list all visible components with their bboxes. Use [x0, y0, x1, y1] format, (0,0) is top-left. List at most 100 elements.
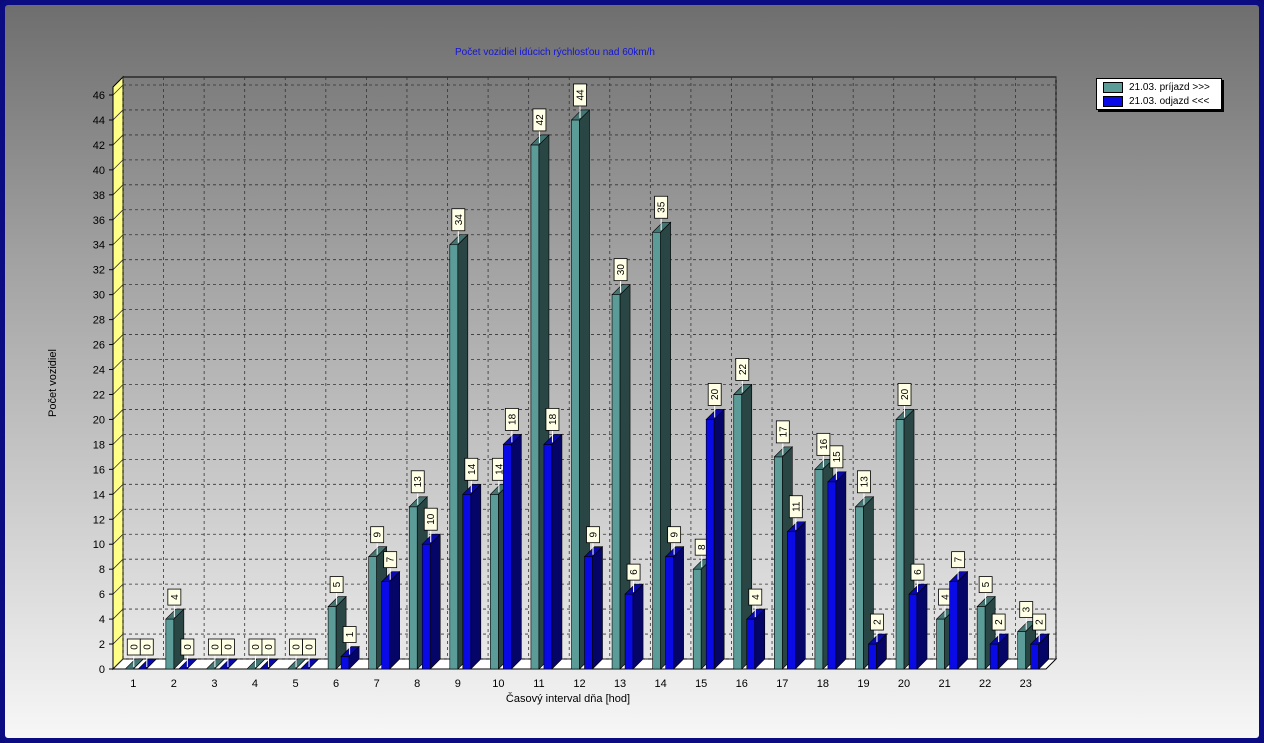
data-label: 0	[264, 644, 275, 650]
bar-front	[611, 294, 621, 670]
bar-front	[949, 581, 958, 670]
bar-front	[665, 556, 674, 670]
legend-entry-arrivals: 21.03. príjazd >>>	[1103, 81, 1210, 93]
bar-side	[957, 570, 968, 670]
data-label-box	[302, 638, 316, 656]
x-tick-label: 23	[1020, 678, 1032, 690]
data-label: 6	[629, 569, 640, 575]
data-label: 17	[778, 426, 789, 438]
bar-front	[652, 231, 661, 670]
x-tick-label: 15	[695, 678, 707, 690]
data-label-box	[748, 588, 763, 606]
grid-line-y-side	[112, 309, 124, 320]
y-tick-label: 42	[93, 140, 105, 152]
x-tick-label: 21	[938, 678, 950, 690]
bar-departures	[827, 471, 847, 670]
bar-front	[976, 606, 986, 670]
grid-line-y-side	[112, 84, 124, 96]
data-label: 20	[710, 388, 721, 400]
bar-departures	[624, 583, 644, 670]
data-label-box	[978, 576, 993, 594]
data-label-box	[951, 551, 965, 569]
data-label: 15	[832, 451, 843, 463]
data-label: 7	[386, 556, 397, 562]
bar-front	[733, 394, 743, 670]
bar-departures	[502, 433, 523, 670]
data-label: 11	[791, 501, 802, 512]
bar-departures	[705, 408, 725, 670]
bar-front	[421, 543, 431, 670]
bar-front	[855, 506, 864, 670]
data-label: 10	[426, 513, 437, 525]
x-tick-label: 17	[776, 678, 788, 690]
data-label: 35	[657, 201, 668, 213]
bar-side	[916, 583, 928, 670]
chart-legend: 21.03. príjazd >>> 21.03. odjazd <<<	[1096, 78, 1222, 110]
bar-side	[673, 545, 684, 670]
data-label: 0	[223, 644, 234, 650]
bar-departures	[908, 583, 928, 670]
data-label: 18	[507, 413, 518, 425]
data-label: 0	[292, 644, 303, 650]
data-label-box	[504, 407, 519, 431]
grid-line-y-side	[112, 384, 124, 395]
bar-departures	[380, 570, 401, 670]
bar-side	[470, 483, 482, 670]
data-label-box	[897, 383, 912, 406]
grid-line-y-side	[112, 583, 124, 595]
bar-side	[511, 433, 522, 670]
data-label: 20	[900, 388, 911, 400]
y-tick-label: 24	[93, 365, 105, 377]
data-label-box	[167, 588, 182, 606]
data-label-box	[573, 83, 587, 107]
data-label-box	[775, 420, 790, 444]
legend-swatch-departures	[1103, 95, 1123, 107]
y-tick-label: 36	[93, 215, 105, 227]
data-label-box	[410, 470, 425, 494]
y-tick-label: 14	[93, 489, 105, 501]
data-label-box	[139, 638, 154, 656]
data-label-box	[329, 576, 344, 594]
data-label-box	[626, 563, 641, 581]
bar-side	[551, 433, 563, 670]
y-tick-label: 12	[93, 514, 105, 526]
y-tick-label: 6	[99, 589, 105, 601]
bar-front	[530, 144, 540, 670]
data-label: 42	[535, 114, 546, 126]
grid-line-y-side	[112, 234, 124, 246]
data-label-box	[910, 563, 925, 581]
data-label-box	[261, 638, 276, 656]
x-tick-label: 6	[333, 678, 339, 690]
x-tick-label: 1	[130, 678, 136, 690]
grid-line-y-side	[112, 434, 124, 445]
data-label: 4	[941, 594, 952, 600]
x-tick-label: 10	[492, 678, 504, 690]
grid-line-y-side	[112, 508, 124, 520]
data-label: 1	[345, 631, 356, 637]
y-tick-label: 28	[93, 315, 105, 327]
bar-front	[543, 444, 553, 670]
bar-departures	[746, 608, 766, 670]
data-label: 0	[129, 644, 140, 650]
y-tick-label: 20	[93, 414, 105, 426]
bar-front	[165, 618, 175, 670]
x-tick-label: 14	[655, 678, 667, 690]
grid-line-y-side	[112, 633, 124, 645]
data-label: 30	[616, 264, 627, 276]
bar-side	[389, 570, 400, 670]
chart-title: Počet vozidiel idúcich rýchlosťou nad 60…	[455, 47, 655, 58]
data-label-box	[613, 258, 628, 282]
grid-line-y-side	[112, 159, 124, 171]
data-label-box	[451, 208, 466, 232]
x-tick-label: 18	[817, 678, 829, 690]
data-label-box	[423, 507, 438, 531]
x-axis-label: Časový interval dňa [hod]	[506, 692, 630, 705]
y-tick-label: 40	[93, 165, 105, 177]
bar-front	[1030, 643, 1040, 670]
data-label: 2	[994, 619, 1005, 625]
grid-line-y-side	[112, 558, 124, 570]
grid-line-y-side	[112, 109, 124, 121]
bar-front	[814, 469, 824, 670]
grid-line-y-side	[112, 484, 124, 495]
